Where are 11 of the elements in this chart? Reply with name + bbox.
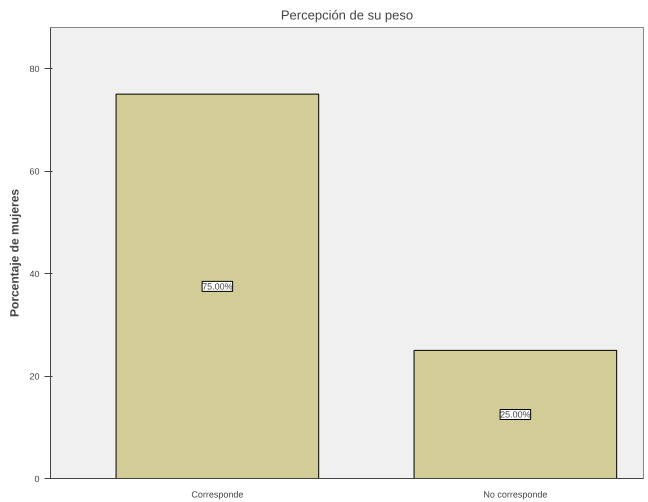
data-label: 75.00% — [202, 281, 233, 292]
y-tick-label: 0 — [34, 474, 40, 484]
y-axis-title: Porcentaje de mujeres — [7, 188, 22, 318]
y-tick-label: 80 — [29, 64, 40, 74]
y-tick-label: 40 — [29, 269, 40, 279]
data-label: 25.00% — [500, 409, 531, 420]
y-tick-label: 60 — [29, 166, 40, 176]
x-tick-label: No corresponde — [483, 490, 548, 500]
chart-title: Percepción de su peso — [280, 8, 414, 22]
x-tick-label: Corresponde — [191, 490, 244, 500]
y-tick-label: 20 — [29, 372, 40, 382]
